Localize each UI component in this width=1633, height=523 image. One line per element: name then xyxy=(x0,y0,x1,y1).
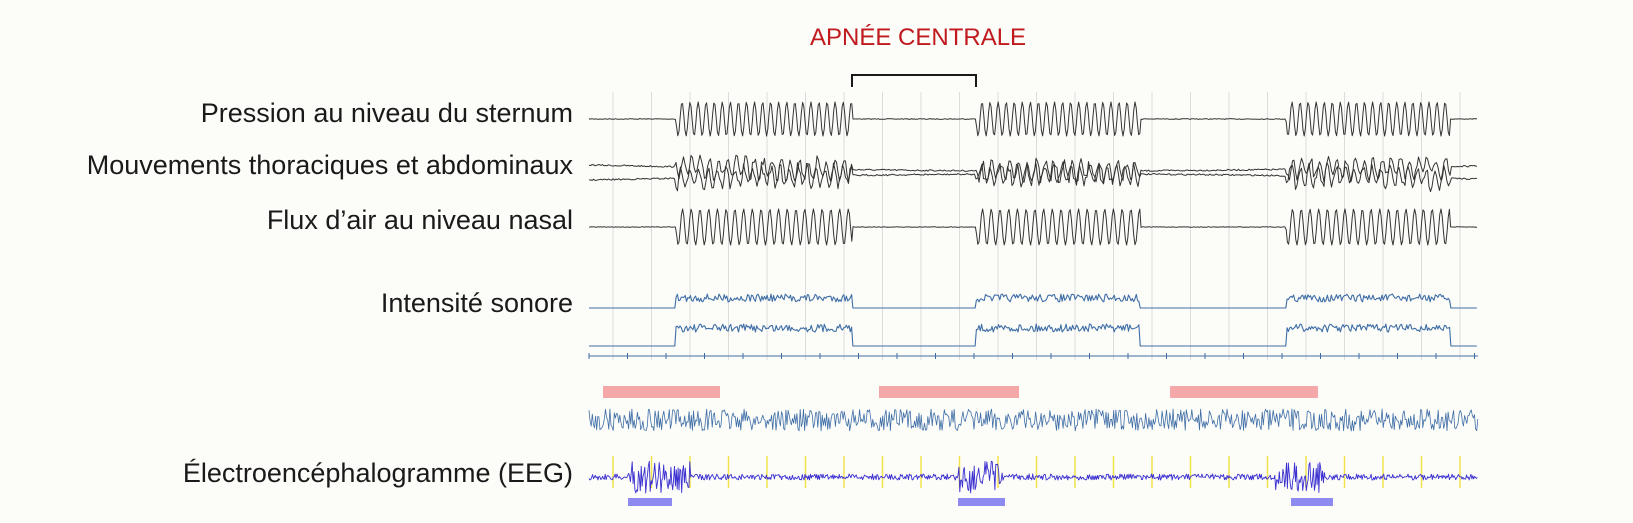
label-sternum-pressure: Pression au niveau du sternum xyxy=(200,98,573,128)
label-eeg: Électroencéphalogramme (EEG) xyxy=(182,458,573,488)
apnea-bars xyxy=(603,386,1318,398)
thorax-line-1 xyxy=(588,154,1478,185)
thorax-line-2 xyxy=(588,160,1478,193)
arousal-bar xyxy=(958,498,1005,506)
trace-thoracoabdominal xyxy=(588,154,1478,193)
apnea-label: APNÉE CENTRALE xyxy=(810,24,1027,51)
nasal-line xyxy=(588,208,1478,246)
arousal-bar xyxy=(1291,498,1333,506)
eeg-line xyxy=(588,460,1478,494)
sound-line-1 xyxy=(589,293,1477,309)
apnea-bar xyxy=(1170,386,1318,398)
sternum-line xyxy=(588,101,1478,137)
label-sound-intensity: Intensité sonore xyxy=(380,288,573,318)
apnea-bracket xyxy=(851,74,977,87)
apnea-bar xyxy=(879,386,1019,398)
time-axis xyxy=(588,353,1478,359)
trace-sound-intensity xyxy=(589,293,1477,347)
label-thoracoabdominal-movements: Mouvements thoraciques et abdominaux xyxy=(86,150,573,180)
apnea-bar xyxy=(603,386,720,398)
vertical-grid xyxy=(612,92,1461,360)
label-nasal-airflow: Flux d’air au niveau nasal xyxy=(266,205,573,235)
trace-eeg xyxy=(588,456,1478,506)
trace-sternum-pressure xyxy=(588,101,1478,137)
arousal-bar xyxy=(628,498,672,506)
trace-nasal-airflow xyxy=(588,208,1478,246)
trace-extra-channel xyxy=(588,408,1479,432)
noise-line xyxy=(588,408,1479,432)
sound-line-2 xyxy=(589,323,1477,347)
